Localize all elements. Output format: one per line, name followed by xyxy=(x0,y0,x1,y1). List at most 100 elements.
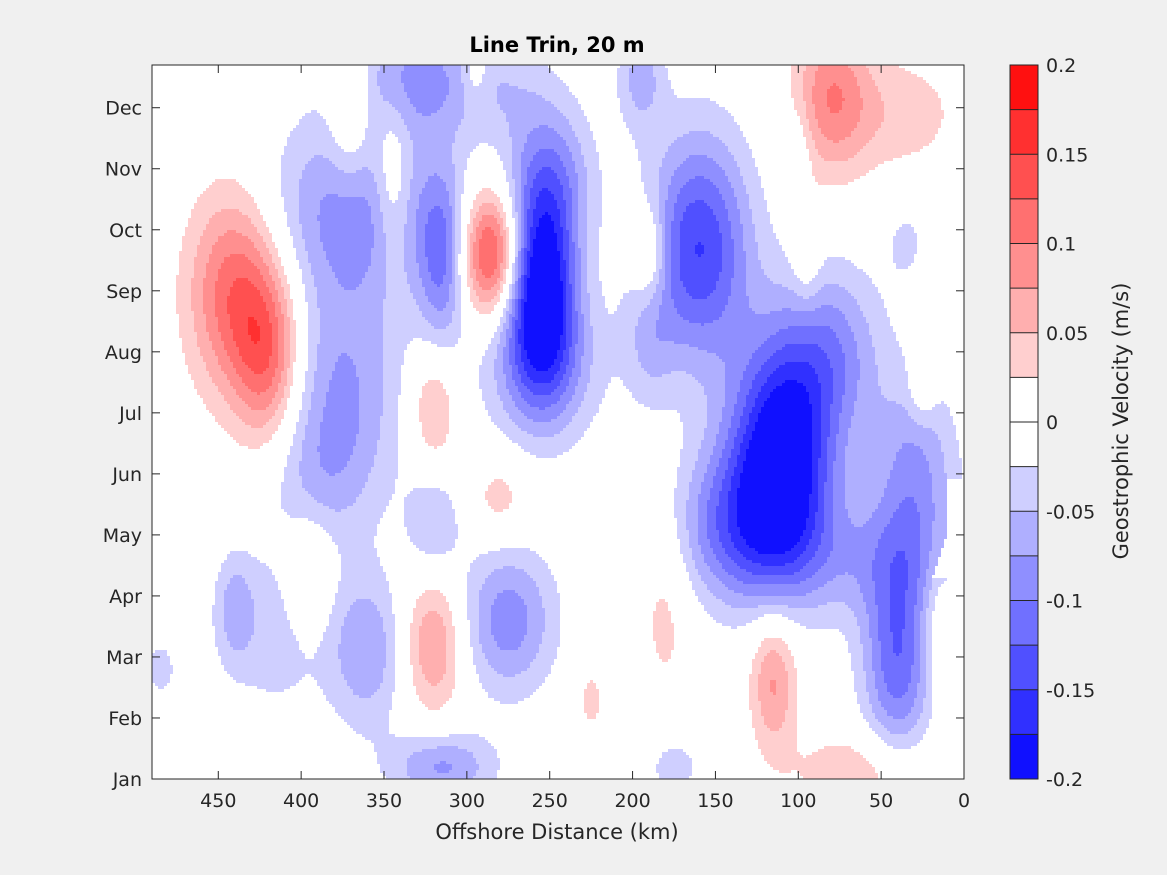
contour-cell xyxy=(299,206,320,209)
contour-cell xyxy=(839,308,860,311)
contour-cell xyxy=(320,326,383,329)
contour-cell xyxy=(293,437,305,440)
contour-cell xyxy=(404,257,416,260)
contour-cell xyxy=(926,569,935,572)
contour-cell xyxy=(473,305,494,308)
contour-cell xyxy=(422,392,446,395)
contour-cell xyxy=(743,536,800,539)
contour-cell xyxy=(278,383,287,386)
contour-cell xyxy=(569,359,575,362)
contour-cell xyxy=(506,116,566,119)
contour-cell xyxy=(221,332,233,335)
contour-cell xyxy=(725,206,737,209)
contour-cell xyxy=(932,521,947,524)
contour-cell xyxy=(815,110,830,113)
contour-cell xyxy=(653,101,716,104)
contour-cell xyxy=(638,155,665,158)
contour-cell xyxy=(281,158,311,161)
contour-cell xyxy=(881,95,938,98)
contour-cell xyxy=(686,524,698,527)
contour-cell xyxy=(518,212,521,215)
contour-cell xyxy=(935,512,947,515)
contour-cell xyxy=(455,227,461,230)
contour-cell xyxy=(254,611,287,614)
contour-cell xyxy=(905,554,920,557)
contour-cell xyxy=(215,311,227,314)
contour-cell xyxy=(278,275,287,278)
contour-cell xyxy=(815,140,833,143)
contour-cell xyxy=(710,542,722,545)
contour-cell xyxy=(482,188,491,191)
contour-cell xyxy=(581,143,596,146)
contour-cell xyxy=(857,383,878,386)
contour-cell xyxy=(215,581,230,584)
contour-cell xyxy=(563,329,566,332)
contour-cell xyxy=(698,596,716,599)
contour-cell xyxy=(536,227,554,230)
contour-cell xyxy=(428,260,446,263)
contour-cell xyxy=(812,98,827,101)
contour-cell xyxy=(719,188,734,191)
contour-cell xyxy=(518,266,521,269)
contour-cell xyxy=(341,560,380,563)
contour-cell xyxy=(752,380,767,383)
contour-cell xyxy=(695,593,713,596)
contour-cell xyxy=(935,506,947,509)
contour-cell xyxy=(275,410,284,413)
contour-cell xyxy=(182,242,200,245)
contour-cell xyxy=(524,398,560,401)
contour-cell xyxy=(689,155,707,158)
contour-cell xyxy=(893,236,917,239)
contour-cell xyxy=(527,221,533,224)
contour-cell xyxy=(827,101,842,104)
contour-cell xyxy=(290,350,296,353)
contour-cell xyxy=(227,401,245,404)
contour-cell xyxy=(434,326,446,329)
contour-cell xyxy=(698,497,710,500)
contour-cell xyxy=(347,506,386,509)
contour-cell xyxy=(584,158,599,161)
contour-cell xyxy=(707,203,725,206)
contour-cell xyxy=(890,614,905,617)
contour-cell xyxy=(290,329,296,332)
contour-cell xyxy=(305,296,317,299)
contour-cell xyxy=(299,221,320,224)
contour-cell xyxy=(188,224,206,227)
contour-cell xyxy=(383,386,401,389)
contour-cell xyxy=(464,110,503,113)
contour-cell xyxy=(440,176,455,179)
contour-cell xyxy=(497,92,536,95)
contour-cell xyxy=(521,317,524,320)
contour-cell xyxy=(743,176,761,179)
contour-cell xyxy=(818,68,851,71)
contour-cell xyxy=(386,281,407,284)
contour-cell xyxy=(194,275,206,278)
contour-cell xyxy=(359,383,383,386)
contour-cell xyxy=(500,275,503,278)
contour-cell xyxy=(446,326,461,329)
contour-cell xyxy=(248,236,263,239)
contour-cell xyxy=(455,308,461,311)
contour-cell xyxy=(587,257,599,260)
contour-cell xyxy=(233,365,248,368)
contour-cell xyxy=(206,323,218,326)
contour-cell xyxy=(710,569,725,572)
contour-cell xyxy=(359,494,392,497)
contour-cell xyxy=(734,254,746,257)
contour-cell xyxy=(863,596,875,599)
contour-cell xyxy=(221,563,266,566)
contour-cell xyxy=(410,188,422,191)
contour-cell xyxy=(860,362,875,365)
contour-cell xyxy=(518,338,524,341)
contour-cell xyxy=(335,473,368,476)
contour-cell xyxy=(191,284,203,287)
contour-cell xyxy=(548,368,560,371)
contour-cell xyxy=(719,230,731,233)
contour-cell xyxy=(833,383,845,386)
contour-cell xyxy=(284,332,290,335)
contour-cell xyxy=(569,236,572,239)
contour-cell xyxy=(446,185,455,188)
contour-cell xyxy=(224,395,239,398)
contour-cell xyxy=(284,146,341,149)
